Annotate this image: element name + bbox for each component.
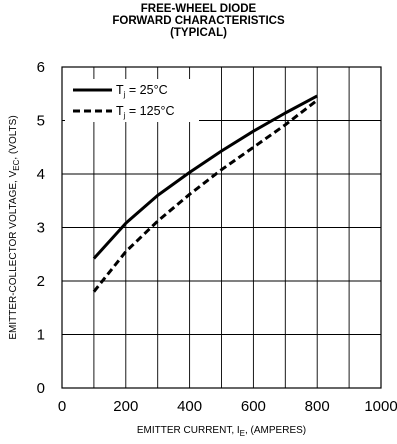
legend: Tj = 25°C Tj = 125°C xyxy=(65,79,199,122)
x-tick-label: 800 xyxy=(305,398,330,415)
chart-title-line-3: (TYPICAL) xyxy=(170,27,227,39)
y-tick-label: 3 xyxy=(37,220,45,237)
x-tick-label: 200 xyxy=(113,398,138,415)
y-tick-label: 5 xyxy=(37,113,45,130)
legend-label-125c: Tj = 125°C xyxy=(116,104,175,120)
tick-labels: 0 200 400 600 800 1000 0 1 2 3 4 5 6 xyxy=(37,59,397,415)
y-tick-label: 6 xyxy=(37,59,45,76)
y-tick-label: 0 xyxy=(37,380,45,397)
legend-background xyxy=(65,79,199,122)
chart-title-line-2: FORWARD CHARACTERISTICS xyxy=(112,15,285,27)
series-line-1 xyxy=(92,99,319,293)
x-tick-label: 0 xyxy=(58,398,66,415)
x-axis-label: EMITTER CURRENT, IE, (AMPERES) xyxy=(137,425,306,438)
x-tick-label: 1000 xyxy=(364,398,397,415)
x-tick-label: 400 xyxy=(177,398,202,415)
chart-title-line-1: FREE-WHEEL DIODE xyxy=(140,3,257,15)
plot-frame xyxy=(61,66,382,389)
y-tick-label: 4 xyxy=(37,166,45,183)
series-lines xyxy=(92,94,319,293)
y-tick-label: 1 xyxy=(37,327,45,344)
y-tick-label: 2 xyxy=(37,273,45,290)
series-line-0 xyxy=(92,94,318,260)
y-axis-label: EMITTER-COLLECTOR VOLTAGE, VEC, (VOLTS) xyxy=(8,115,21,339)
legend-label-25c: Tj = 25°C xyxy=(116,83,168,99)
x-tick-label: 600 xyxy=(241,398,266,415)
